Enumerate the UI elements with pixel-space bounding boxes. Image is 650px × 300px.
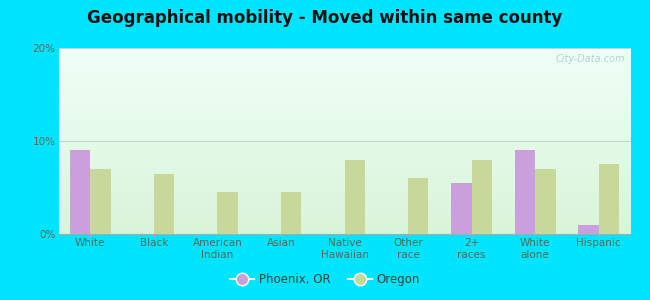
Bar: [217, 192, 238, 234]
Legend: Phoenix, OR, Oregon: Phoenix, OR, Oregon: [226, 269, 424, 291]
Bar: [578, 225, 599, 234]
Bar: [281, 192, 302, 234]
Bar: [154, 173, 174, 234]
Text: Geographical mobility - Moved within same county: Geographical mobility - Moved within sam…: [87, 9, 563, 27]
Bar: [70, 150, 90, 234]
Bar: [451, 183, 472, 234]
Bar: [90, 169, 110, 234]
Bar: [515, 150, 535, 234]
Text: City-Data.com: City-Data.com: [555, 54, 625, 64]
Bar: [472, 160, 492, 234]
Bar: [344, 160, 365, 234]
Bar: [599, 164, 619, 234]
Bar: [408, 178, 428, 234]
Bar: [535, 169, 556, 234]
